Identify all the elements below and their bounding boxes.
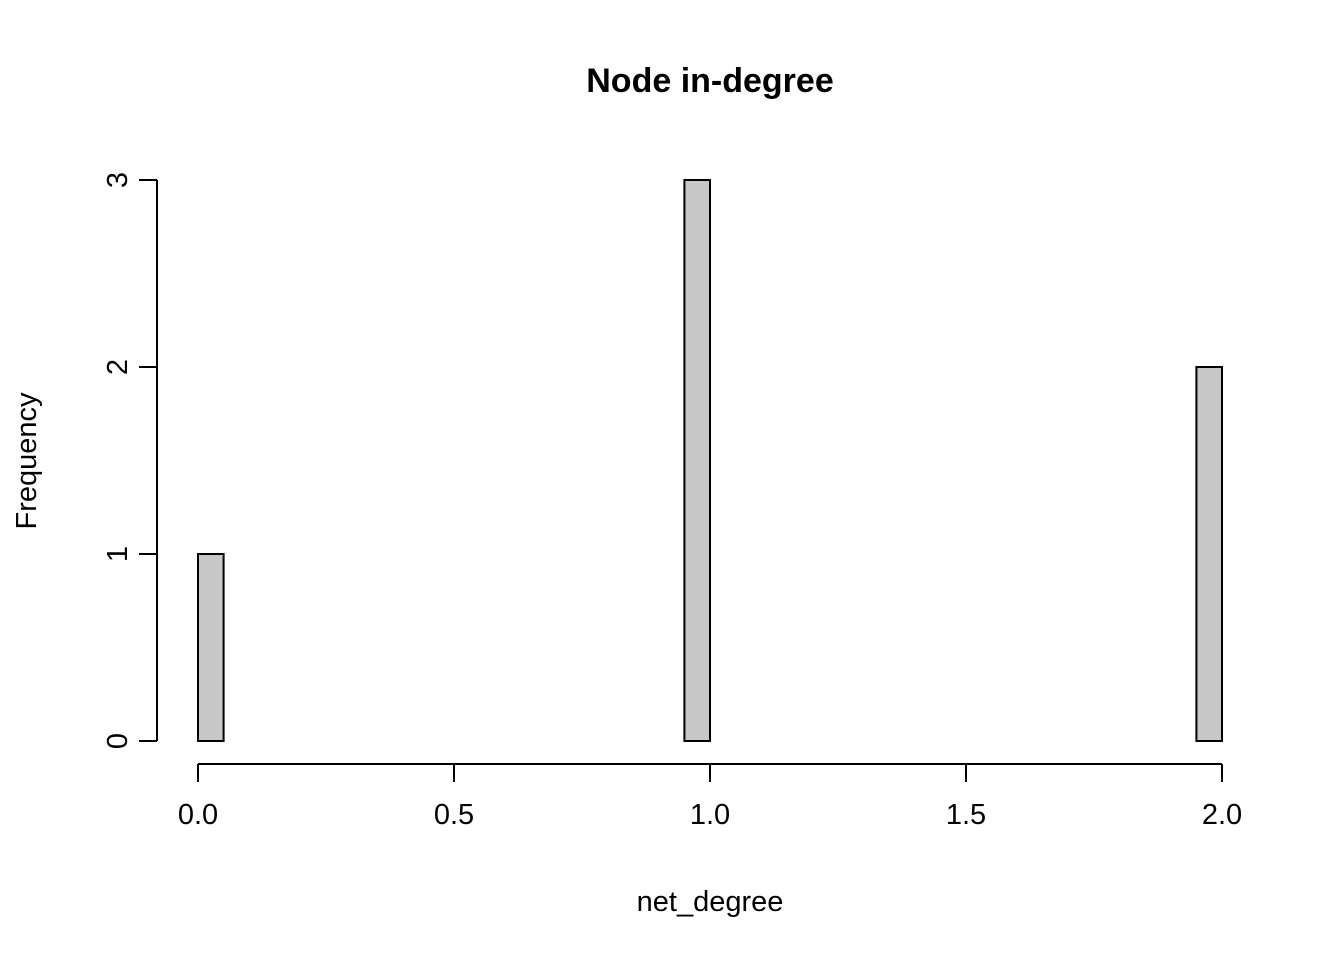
y-tick-label: 3 xyxy=(102,172,134,188)
histogram-bar xyxy=(683,179,712,742)
y-tick-label: 0 xyxy=(102,733,134,749)
x-tick-label: 1.5 xyxy=(946,799,986,831)
x-tick-label: 2.0 xyxy=(1202,799,1242,831)
x-tick-label: 1.0 xyxy=(690,799,730,831)
y-tick-label: 2 xyxy=(102,359,134,375)
x-axis: 0.0 0.5 1.0 1.5 2.0 xyxy=(178,763,1242,831)
histogram-bar xyxy=(1195,366,1224,742)
y-axis-label: Frequency xyxy=(11,392,43,530)
y-axis: 0 1 2 3 xyxy=(102,172,158,749)
x-tick-label: 0.5 xyxy=(434,799,474,831)
y-tick-label: 1 xyxy=(102,546,134,562)
x-tick-label: 0.0 xyxy=(178,799,218,831)
chart-title: Node in-degree xyxy=(586,62,833,100)
bars-layer xyxy=(197,179,1224,742)
histogram-bar xyxy=(197,553,225,742)
x-axis-label: net_degree xyxy=(637,886,784,918)
